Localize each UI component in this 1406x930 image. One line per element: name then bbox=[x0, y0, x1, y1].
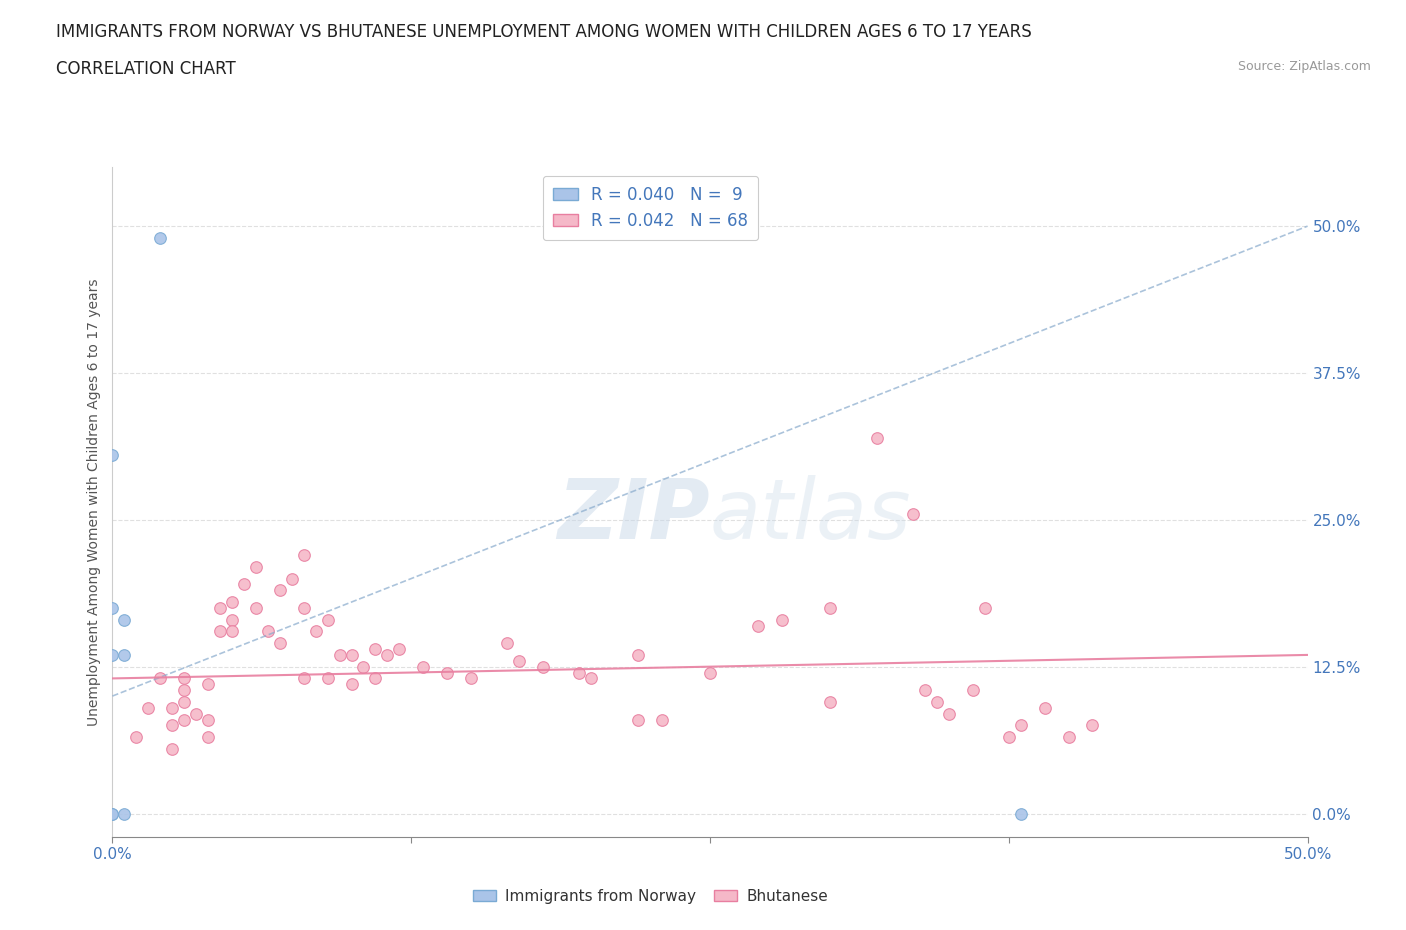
Point bbox=[173, 683, 195, 698]
Point bbox=[125, 730, 148, 745]
Point bbox=[1081, 718, 1104, 733]
Point bbox=[364, 642, 387, 657]
Point bbox=[101, 647, 124, 662]
Point bbox=[651, 712, 673, 727]
Point bbox=[1057, 730, 1080, 745]
Point bbox=[114, 806, 135, 821]
Point bbox=[866, 431, 889, 445]
Point bbox=[162, 718, 183, 733]
Point bbox=[197, 730, 219, 745]
Point bbox=[316, 612, 339, 627]
Point bbox=[304, 624, 326, 639]
Point bbox=[101, 806, 124, 821]
Y-axis label: Unemployment Among Women with Children Ages 6 to 17 years: Unemployment Among Women with Children A… bbox=[87, 278, 101, 726]
Point bbox=[245, 559, 267, 574]
Point bbox=[114, 647, 135, 662]
Point bbox=[114, 612, 135, 627]
Point bbox=[388, 642, 411, 657]
Point bbox=[627, 712, 650, 727]
Text: IMMIGRANTS FROM NORWAY VS BHUTANESE UNEMPLOYMENT AMONG WOMEN WITH CHILDREN AGES : IMMIGRANTS FROM NORWAY VS BHUTANESE UNEM… bbox=[56, 23, 1032, 41]
Point bbox=[747, 618, 769, 633]
Point bbox=[699, 665, 721, 680]
Point bbox=[460, 671, 482, 685]
Text: CORRELATION CHART: CORRELATION CHART bbox=[56, 60, 236, 78]
Point bbox=[173, 695, 195, 710]
Point bbox=[496, 636, 519, 651]
Point bbox=[245, 601, 267, 616]
Point bbox=[962, 683, 984, 698]
Point bbox=[938, 706, 960, 721]
Point bbox=[1033, 700, 1056, 715]
Point bbox=[925, 695, 948, 710]
Point bbox=[1010, 718, 1032, 733]
Point bbox=[101, 806, 124, 821]
Point bbox=[903, 507, 925, 522]
Legend: Immigrants from Norway, Bhutanese: Immigrants from Norway, Bhutanese bbox=[467, 883, 834, 910]
Point bbox=[292, 601, 315, 616]
Point bbox=[101, 447, 124, 462]
Point bbox=[281, 571, 304, 586]
Point bbox=[508, 654, 530, 669]
Point bbox=[818, 601, 841, 616]
Point bbox=[208, 601, 231, 616]
Point bbox=[998, 730, 1021, 745]
Point bbox=[377, 647, 399, 662]
Point bbox=[162, 741, 183, 756]
Point bbox=[352, 659, 374, 674]
Point bbox=[173, 671, 195, 685]
Point bbox=[579, 671, 602, 685]
Point bbox=[101, 601, 124, 616]
Point bbox=[436, 665, 458, 680]
Point bbox=[149, 671, 172, 685]
Point bbox=[162, 700, 183, 715]
Point bbox=[818, 695, 841, 710]
Point bbox=[292, 548, 315, 563]
Point bbox=[1010, 806, 1032, 821]
Point bbox=[269, 636, 291, 651]
Point bbox=[221, 612, 243, 627]
Point bbox=[232, 577, 256, 591]
Point bbox=[328, 647, 352, 662]
Point bbox=[627, 647, 650, 662]
Point bbox=[197, 677, 219, 692]
Point bbox=[221, 594, 243, 609]
Point bbox=[149, 231, 172, 246]
Text: ZIP: ZIP bbox=[557, 475, 710, 556]
Point bbox=[197, 712, 219, 727]
Point bbox=[340, 677, 363, 692]
Point bbox=[973, 601, 995, 616]
Point bbox=[173, 712, 195, 727]
Text: atlas: atlas bbox=[710, 475, 911, 556]
Point bbox=[257, 624, 280, 639]
Point bbox=[567, 665, 591, 680]
Point bbox=[364, 671, 387, 685]
Point bbox=[770, 612, 793, 627]
Point bbox=[316, 671, 339, 685]
Point bbox=[269, 583, 291, 598]
Point bbox=[138, 700, 160, 715]
Point bbox=[221, 624, 243, 639]
Point bbox=[914, 683, 936, 698]
Point bbox=[412, 659, 434, 674]
Point bbox=[186, 706, 208, 721]
Point bbox=[340, 647, 363, 662]
Point bbox=[531, 659, 554, 674]
Point bbox=[208, 624, 231, 639]
Point bbox=[292, 671, 315, 685]
Text: Source: ZipAtlas.com: Source: ZipAtlas.com bbox=[1237, 60, 1371, 73]
